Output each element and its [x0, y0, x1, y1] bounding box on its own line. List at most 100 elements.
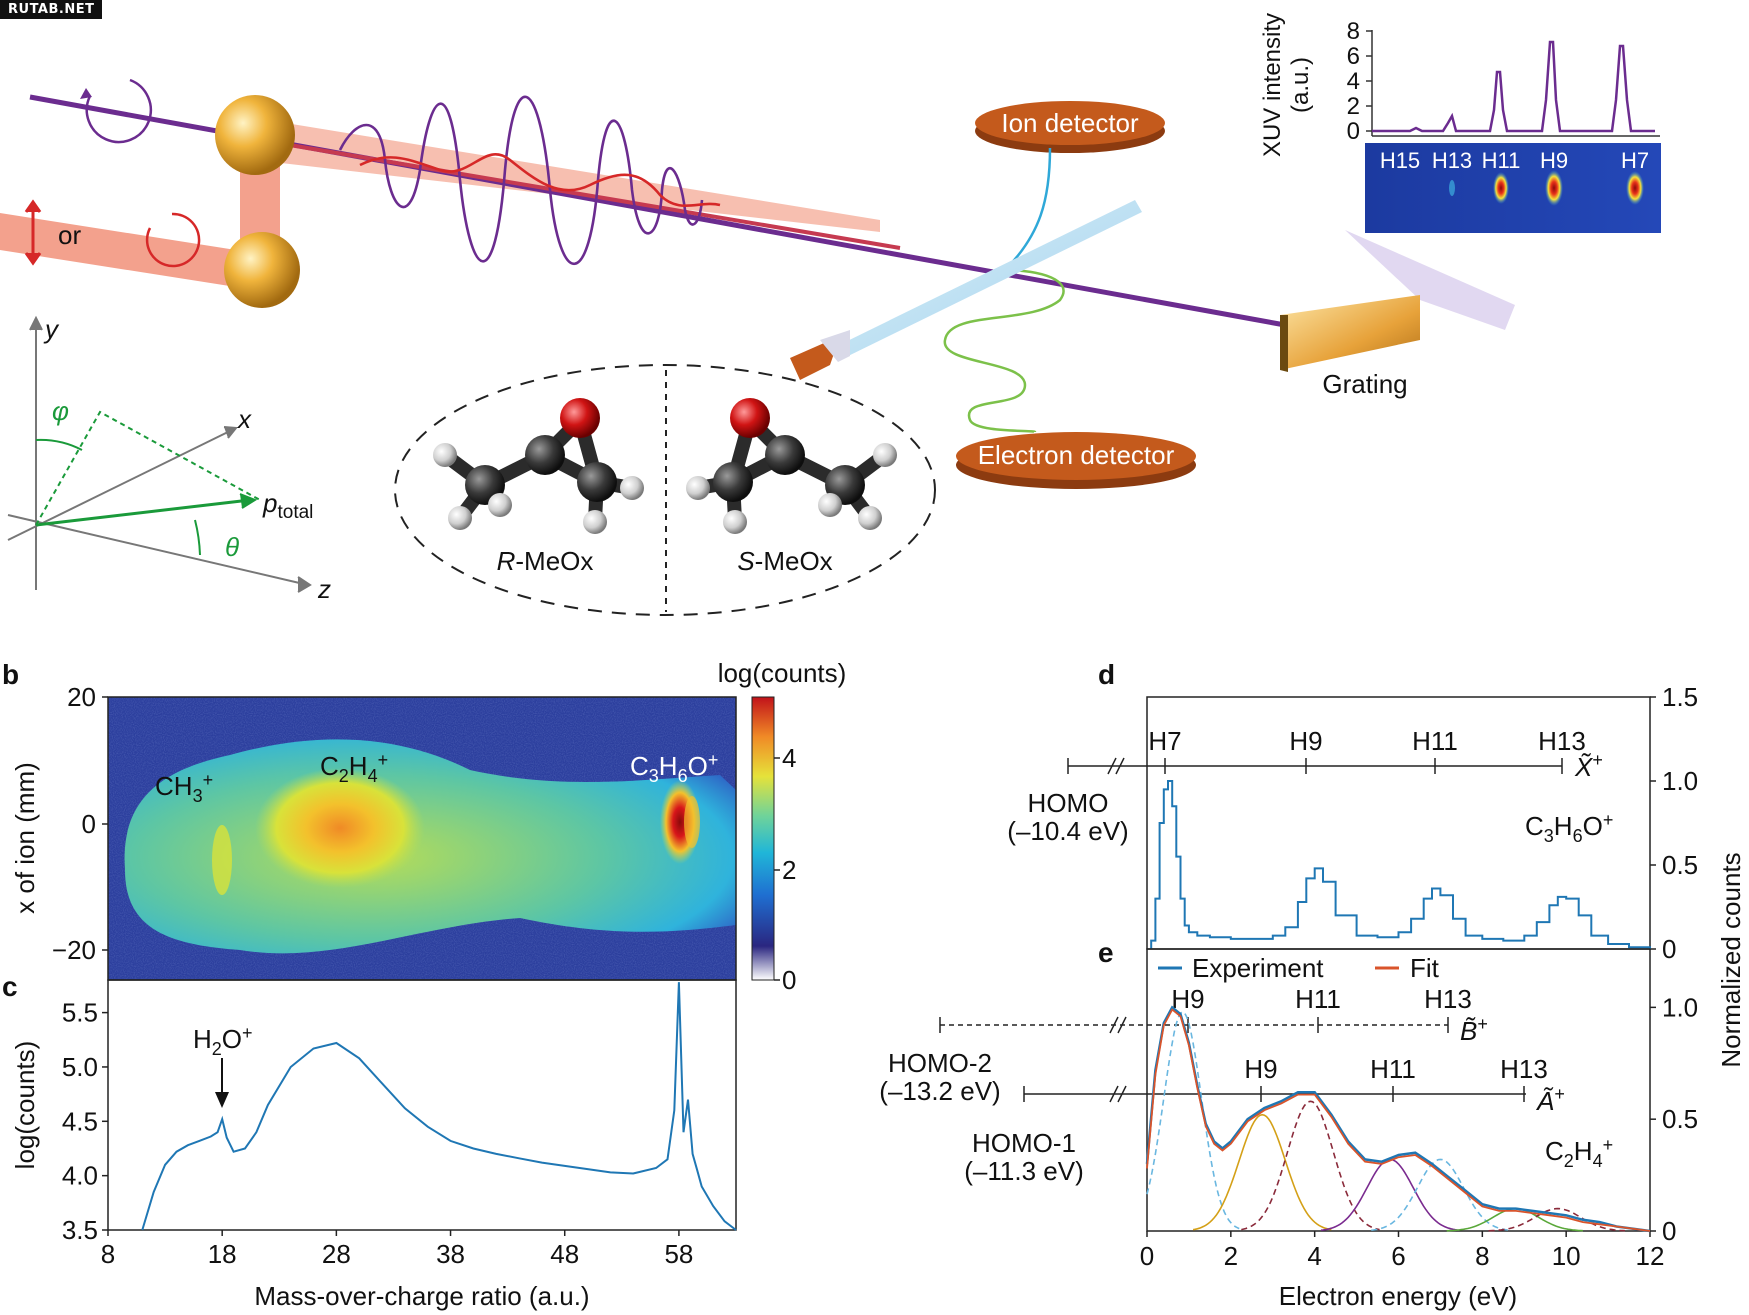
d-harmonic-label: H13 [1538, 726, 1586, 756]
panel-e-spectrum: e 1.00.500 2 4 6 8 10 12 Experiment Fit H9 H11 H… [879, 852, 1746, 1311]
homo-label-line1: HOMO [1028, 788, 1109, 818]
c-ytick-label: 4.0 [62, 1161, 98, 1191]
fit-line [1146, 1008, 1651, 1232]
b-harmonic-label: H11 [1295, 984, 1341, 1014]
colorbar [751, 696, 775, 981]
e-ytick-label: 1.0 [1662, 992, 1698, 1022]
b-state-label: B̃+ [1460, 1014, 1488, 1046]
c-xtick-label: 48 [550, 1239, 579, 1269]
d-ytick-label: 0 [1662, 934, 1676, 964]
e-xtick-label: 10 [1552, 1241, 1581, 1271]
e-xtick-label: 0 [1140, 1241, 1154, 1271]
a-state-label: Ã+ [1535, 1084, 1565, 1116]
xuv-ytick-label: 2 [1347, 93, 1360, 120]
d-harmonic-label: H7 [1148, 726, 1181, 756]
focusing-mirror-bottom [224, 232, 300, 308]
panel-c-letter: c [2, 971, 18, 1002]
panel-a-setup: or Ion detector Electron detector [0, 78, 1515, 489]
a-harmonic-label: H9 [1244, 1054, 1277, 1084]
p-total-label: ptotal [262, 488, 313, 523]
panel-c-mass-spectrum: c 5.5 5.0 4.5 4.0 3.58 18 28 38 48 58 log(counts)… [2, 971, 737, 1311]
xuv-ylabel-line1: XUV intensity [1259, 13, 1286, 157]
polarization-arrow [24, 199, 42, 266]
fit-component-curve [1446, 1207, 1583, 1232]
xuv-ytick-label: 0 [1347, 118, 1360, 145]
coordinate-system [7, 315, 312, 593]
ion-detector-label: Ion detector [1001, 108, 1139, 138]
c-ytick-label: 4.5 [62, 1106, 98, 1136]
d-species-label: C3H6O+ [1525, 810, 1613, 846]
d-harmonic-marks: H7 H9 H11 H13 [1148, 726, 1586, 774]
b-ylabel: x of ion (mm) [10, 762, 40, 914]
peak-label-c2h4: C2H4+ [320, 750, 388, 786]
e-xtick-label: 6 [1391, 1241, 1405, 1271]
circular-arrow-xuv-icon [85, 78, 153, 144]
d-ytick-label: 0.5 [1662, 850, 1698, 880]
grating: Grating [1280, 230, 1515, 399]
b-ytick-label: 20 [67, 682, 96, 712]
b-yticks: 20 0 −20 [52, 682, 108, 965]
a-harmonic-label: H13 [1500, 1054, 1548, 1084]
colorbar-tick-label: 4 [782, 743, 796, 773]
xuv-harmonic-labels: H15 H13 H11 H9 H7 [1380, 148, 1649, 173]
panel-d-spectrum: d 1.5 1.0 0.5 0 H7 H9 H11 H13 X̃+ HOMO (–10.4 … [1007, 659, 1698, 964]
ir-beam-lower [0, 213, 255, 290]
colorbar-title: log(counts) [718, 658, 847, 688]
fit-component-curve [1146, 1010, 1240, 1230]
xuv-ytick-label: 8 [1347, 18, 1360, 45]
colorbar-tick-label: 0 [782, 965, 796, 995]
focusing-mirror-top [215, 95, 295, 175]
r-meox-label: R-MeOx [497, 546, 594, 576]
homo2-label-line1: HOMO-2 [888, 1048, 992, 1078]
e-xtick-label: 8 [1475, 1241, 1489, 1271]
e-ytick-label: 0.5 [1662, 1104, 1698, 1134]
e-xtick-label: 2 [1224, 1241, 1238, 1271]
experiment-line [1145, 1005, 1651, 1233]
homo-spectrum-line [1150, 780, 1651, 949]
xuv-ytick-label: 6 [1347, 43, 1360, 70]
b-harmonic-label: H9 [1171, 984, 1204, 1014]
xuv-spectrum-line [1372, 40, 1655, 133]
b-ytick-label: 0 [82, 809, 96, 839]
e-species-label: C2H4+ [1545, 1135, 1613, 1171]
legend-fit-label: Fit [1410, 953, 1440, 983]
axis-x-label: x [236, 404, 252, 434]
c-ytick-label: 3.5 [62, 1215, 98, 1245]
d-ytick-label: 1.0 [1662, 766, 1698, 796]
a-harmonic-label: H11 [1370, 1054, 1416, 1084]
panel-e-letter: e [1098, 937, 1114, 968]
e-xtick-label: 4 [1307, 1241, 1321, 1271]
e-harmonic-marks: H9 H11 H13 H9 H11 H13 [1171, 984, 1548, 1102]
e-ytick-label: 0 [1662, 1216, 1676, 1246]
c-xtick-label: 28 [322, 1239, 351, 1269]
c-ytick-label: 5.5 [62, 998, 98, 1028]
ir-beam-main [255, 118, 880, 232]
c-xtick-label: 58 [664, 1239, 693, 1269]
e-axes: 1.0 0.5 0 0 2 4 6 8 10 12 [1140, 992, 1698, 1271]
phi-label: φ [52, 396, 69, 426]
fit-components [1146, 1010, 1625, 1232]
e-ylabel-right: Normalized counts [1716, 852, 1746, 1067]
xuv-harmonic-label: H7 [1621, 148, 1649, 173]
panel-d-letter: d [1098, 659, 1115, 690]
d-axes: 1.5 1.0 0.5 0 [1650, 682, 1698, 964]
e-xtick-label: 12 [1636, 1241, 1665, 1271]
watermark: RUTAB.NET [0, 0, 103, 19]
legend-experiment-label: Experiment [1192, 953, 1324, 983]
or-label: or [58, 220, 81, 250]
fit-component-curve [1488, 1207, 1625, 1232]
c-xtick-label: 18 [208, 1239, 237, 1269]
b-harmonic-label: H13 [1424, 984, 1472, 1014]
homo1-label-line2: (–11.3 eV) [964, 1156, 1083, 1186]
molecules-enantiomers: R-MeOx S-MeOx [394, 364, 936, 616]
ir-wave [359, 153, 721, 208]
nozzle [790, 330, 850, 380]
xuv-harmonic-label: H13 [1432, 148, 1472, 173]
homo-label-line2: (–10.4 eV) [1007, 816, 1128, 846]
xuv-ylabel-line2: (a.u.) [1287, 57, 1314, 113]
axis-y-label: y [43, 314, 60, 344]
c-xtick-label: 38 [436, 1239, 465, 1269]
